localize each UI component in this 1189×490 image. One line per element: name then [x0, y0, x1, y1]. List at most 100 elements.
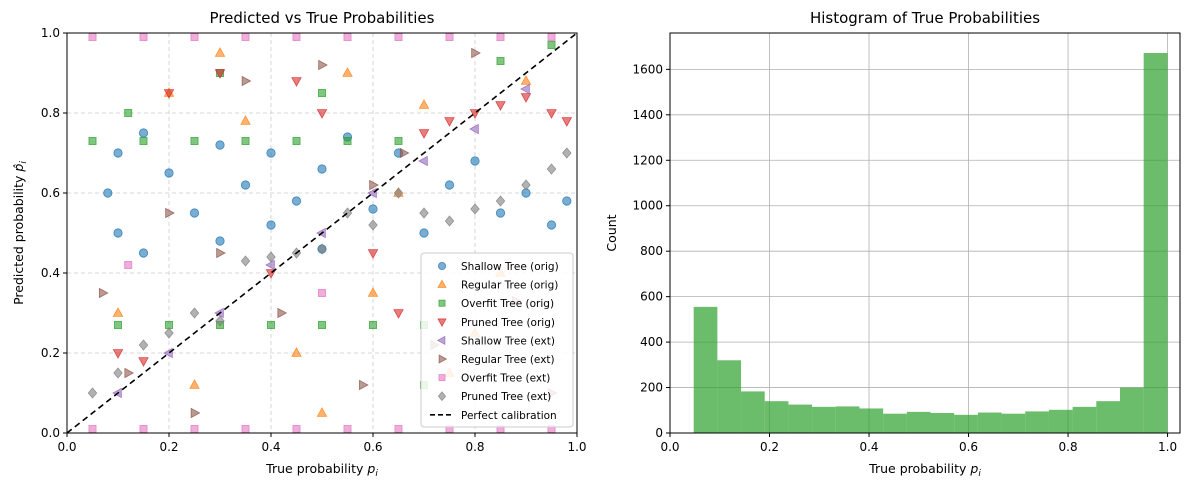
scatter-point-5	[369, 179, 379, 191]
histogram-ytick-label: 800	[640, 244, 663, 258]
scatter-point-1	[316, 407, 328, 417]
scatter-point-7	[521, 179, 531, 191]
perfect-calibration-line	[67, 33, 577, 433]
histogram-ytick-label: 1000	[632, 199, 663, 213]
scatter-point-7	[342, 207, 353, 219]
legend-label-0: Shallow Tree (orig)	[461, 261, 559, 273]
scatter-point-2	[394, 137, 403, 145]
scatter-point-6	[394, 425, 403, 433]
scatter-point-7	[444, 215, 455, 227]
scatter-ytick-label: 0.4	[41, 266, 60, 280]
histogram-ytick-label: 1400	[632, 108, 663, 122]
scatter-point-5	[165, 207, 175, 219]
scatter-point-0	[368, 204, 378, 214]
scatter-point-0	[215, 236, 225, 246]
scatter-point-6	[190, 33, 199, 41]
scatter-point-0	[317, 164, 327, 174]
scatter-point-3	[520, 93, 532, 103]
legend-marker-0	[437, 261, 446, 270]
histogram-xtick-label: 0.8	[1059, 440, 1078, 454]
scatter-point-7	[240, 255, 251, 267]
scatter-point-3	[393, 309, 404, 319]
scatter-point-7	[113, 367, 123, 379]
scatter-point-6	[241, 425, 250, 433]
scatter-ylabel-text: Predicted probability	[11, 175, 26, 305]
legend-marker-2	[438, 299, 446, 307]
scatter-point-0	[138, 248, 149, 258]
histogram-xtick-label: 0.4	[859, 440, 878, 454]
scatter-point-2	[267, 321, 275, 329]
scatter-point-1	[240, 115, 251, 125]
scatter-point-0	[240, 180, 251, 190]
scatter-point-4	[520, 83, 530, 95]
histogram-xtick-label: 0.0	[660, 440, 679, 454]
scatter-point-6	[88, 33, 97, 41]
scatter-point-5	[318, 59, 328, 71]
scatter-ytick-label: 0.6	[41, 186, 60, 200]
legend-label-3: Pruned Tree (orig)	[461, 317, 555, 329]
scatter-point-5	[190, 407, 201, 419]
legend-marker-7	[437, 391, 447, 402]
scatter-point-3	[291, 77, 302, 87]
scatter-point-6	[88, 425, 97, 433]
scatter-frame	[66, 32, 578, 434]
scatter-point-2	[139, 137, 148, 145]
scatter-xtick-label: 0.4	[261, 440, 280, 454]
legend-marker-3	[437, 318, 447, 327]
scatter-point-1	[291, 347, 302, 357]
scatter-point-3	[214, 69, 226, 79]
histogram-bar	[859, 408, 884, 433]
histogram-ylabel: Count	[604, 214, 619, 251]
scatter-point-7	[266, 251, 276, 263]
scatter-point-7	[470, 203, 480, 215]
legend-label-5: Regular Tree (ext)	[461, 354, 555, 366]
legend-label-8: Perfect calibration	[461, 410, 557, 422]
scatter-ylabel-symbol: p̂	[11, 164, 26, 173]
scatter-point-3	[444, 117, 455, 127]
scatter-xlabel-sub: i	[375, 469, 378, 479]
histogram-bar	[717, 360, 742, 433]
scatter-point-7	[368, 219, 378, 231]
histogram-ytick-label: 600	[640, 290, 663, 304]
scatter-point-2	[88, 137, 97, 145]
scatter-title: Predicted vs True Probabilities	[210, 9, 435, 27]
scatter-point-7	[546, 163, 557, 175]
scatter-ytick-label: 0.0	[41, 426, 60, 440]
scatter-xtick-label: 1.0	[567, 440, 586, 454]
scatter-point-1	[367, 287, 379, 297]
scatter-xtick-label: 0.6	[363, 440, 382, 454]
scatter-xlabel-text: True probability	[265, 461, 364, 476]
scatter-point-3	[316, 109, 328, 119]
scatter-point-2	[496, 57, 505, 65]
scatter-point-5	[359, 379, 369, 391]
scatter-point-2	[190, 137, 199, 145]
scatter-ytick-label: 1.0	[41, 26, 60, 40]
scatter-point-7	[164, 327, 174, 339]
scatter-xlabel: True probability pi	[265, 461, 378, 479]
scatter-point-3	[163, 89, 175, 99]
histogram-bar	[1143, 53, 1168, 433]
histogram-xtick-label: 1.0	[1158, 440, 1177, 454]
histogram-bar	[764, 401, 789, 433]
scatter-point-0	[189, 208, 200, 218]
legend-label-2: Overfit Tree (orig)	[461, 298, 554, 310]
scatter-point-2	[318, 89, 326, 97]
scatter-point-6	[292, 33, 301, 41]
scatter-point-7	[393, 187, 404, 199]
scatter-point-0	[113, 228, 123, 238]
scatter-point-0	[113, 148, 123, 158]
histogram-bar	[741, 391, 765, 433]
histogram-bar	[693, 306, 718, 433]
legend-label-4: Shallow Tree (ext)	[461, 335, 555, 347]
scatter-xlabel-symbol: p	[366, 461, 375, 476]
scatter-point-2	[241, 137, 250, 145]
legend-marker-6	[438, 374, 446, 382]
scatter-point-6	[547, 33, 556, 41]
scatter-point-0	[495, 208, 506, 218]
scatter-point-3	[418, 129, 430, 139]
scatter-point-1	[214, 47, 226, 57]
scatter-point-5	[98, 287, 109, 299]
scatter-point-3	[367, 249, 379, 259]
scatter-point-7	[87, 387, 98, 399]
scatter-ytick-label: 0.2	[41, 346, 60, 360]
